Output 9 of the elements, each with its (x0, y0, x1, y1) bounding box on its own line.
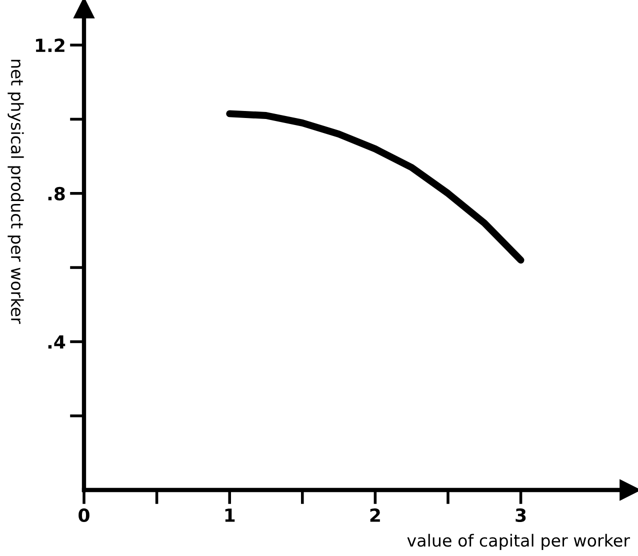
y-tick-label: .8 (48, 186, 65, 200)
y-tick-label: 1.2 (36, 38, 64, 52)
y-tick-label: .4 (48, 335, 66, 349)
x-tick-label: 2 (370, 508, 380, 522)
x-tick-label: 0 (78, 508, 90, 522)
x-axis-title: value of capital per worker (407, 534, 630, 550)
x-tick-label: 1 (225, 508, 235, 522)
x-tick-label: 3 (516, 508, 526, 522)
y-axis-title: net physical product per worker (8, 60, 24, 324)
